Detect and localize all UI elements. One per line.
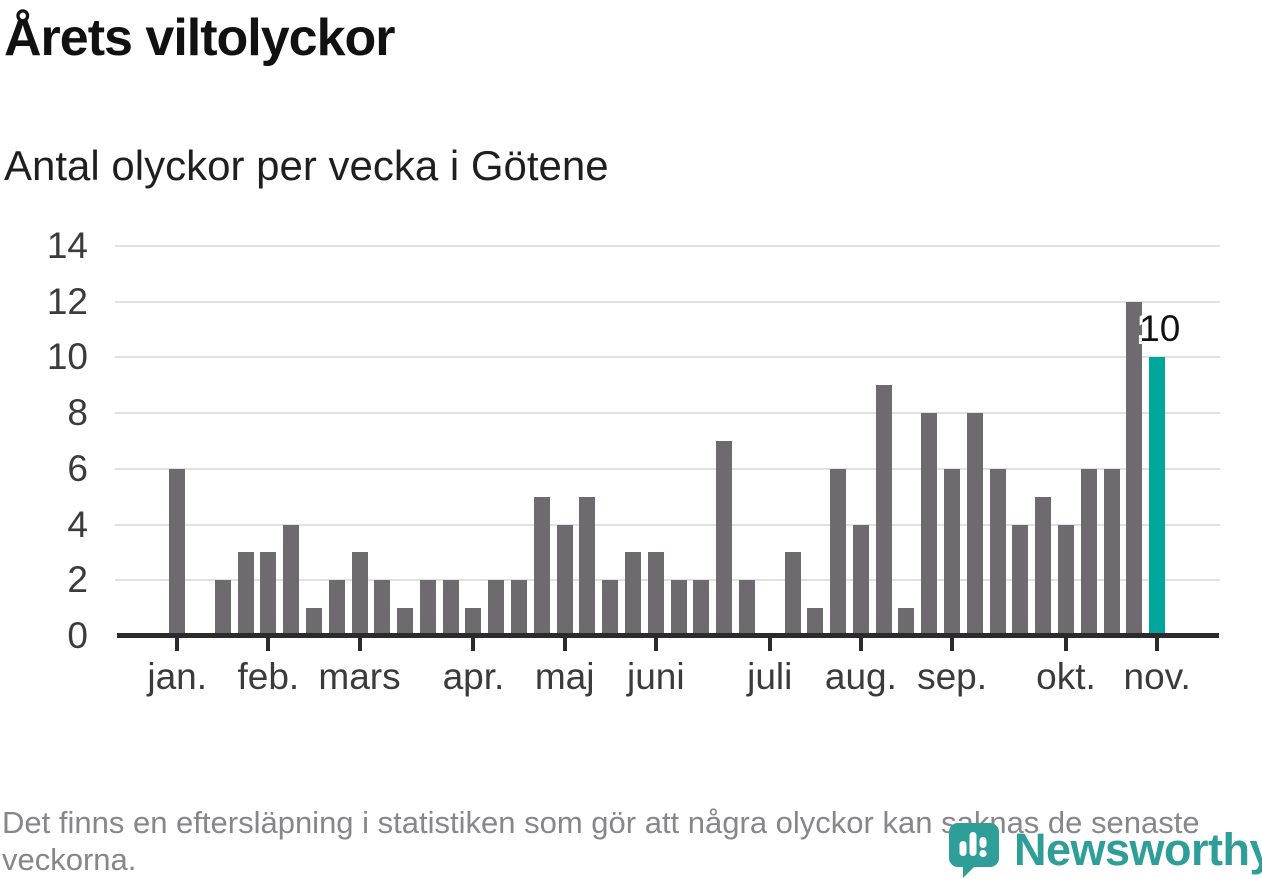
bar-week-39 xyxy=(1035,496,1052,636)
bar-week-29 xyxy=(807,608,824,636)
bar-week-15 xyxy=(488,580,505,636)
bar-week-32 xyxy=(875,385,892,636)
bar-week-26 xyxy=(738,580,755,636)
x-axis-month-label-jan: jan. xyxy=(147,656,208,697)
y-axis-label-2: 2 xyxy=(67,559,88,601)
x-axis-tick-nov xyxy=(1155,638,1160,651)
newsworthy-pin-barchart-icon xyxy=(949,823,999,878)
x-axis-tick-maj xyxy=(562,638,567,651)
x-axis-month-label-feb: feb. xyxy=(237,656,300,697)
bar-week-4 xyxy=(237,552,254,636)
x-axis-tick-apr xyxy=(471,638,476,651)
bar-week-31 xyxy=(852,524,869,636)
x-axis-month-label-aug: aug. xyxy=(824,656,897,697)
x-axis-tick-mars xyxy=(357,638,362,651)
bar-week-6 xyxy=(283,524,300,636)
x-axis-tick-juni xyxy=(653,638,658,651)
gridline-y4 xyxy=(115,523,1220,526)
gridline-y12 xyxy=(115,300,1220,303)
chart-plot: 0 2 4 6 8 10 12 14 jan. feb. mars apr. maj juni juli au… xyxy=(46,225,1220,697)
x-axis-month-label-sep: sep. xyxy=(917,656,988,697)
x-axis-tick-sep xyxy=(950,638,955,651)
page-title: Årets viltolyckor xyxy=(4,9,395,67)
bar-week-42 xyxy=(1103,468,1120,636)
bar-week-14 xyxy=(465,608,482,636)
gridline-y14 xyxy=(115,245,1220,247)
bar-week-43 xyxy=(1126,301,1143,636)
bar-week-17 xyxy=(533,496,550,636)
bar-week-19 xyxy=(579,496,596,636)
bar-week-1 xyxy=(169,468,186,636)
y-axis-label-6: 6 xyxy=(67,447,88,489)
chart-subtitle: Antal olyckor per vecka i Götene xyxy=(4,142,609,189)
footer-note: Det finns en eftersläpning i statistiken… xyxy=(2,805,1200,877)
bar-week-37 xyxy=(989,468,1006,636)
x-axis-tick-juli xyxy=(767,638,772,651)
bar-week-22 xyxy=(647,552,664,636)
y-axis-label-12: 12 xyxy=(46,280,88,322)
bar-week-9 xyxy=(351,552,368,636)
bar-week-34 xyxy=(921,413,938,636)
y-axis-label-4: 4 xyxy=(67,503,88,545)
x-axis-month-label-juni: juni xyxy=(626,656,685,697)
x-axis-tick-feb xyxy=(266,638,271,651)
bar-week-24 xyxy=(693,580,710,636)
bar-week-28 xyxy=(784,552,801,636)
x-axis-tick-aug xyxy=(858,638,863,651)
x-axis-line xyxy=(117,633,1219,638)
x-axis-month-label-juli: juli xyxy=(747,656,793,697)
gridline-y6 xyxy=(115,467,1220,470)
bar-week-35 xyxy=(944,468,961,636)
bar-value-annotation: 10 xyxy=(1139,308,1181,349)
bar-week-25 xyxy=(716,441,733,636)
gridline-y10 xyxy=(115,356,1220,359)
x-axis-tick-jan xyxy=(175,638,180,651)
bar-week-10 xyxy=(374,580,391,636)
x-axis-month-label-apr: apr. xyxy=(442,656,505,697)
x-axis-tick-okt xyxy=(1064,638,1068,651)
newsworthy-logo: Newsworthy xyxy=(948,822,1262,879)
bar-week-36 xyxy=(966,413,983,636)
bar-week-38 xyxy=(1012,524,1029,636)
bar-week-7 xyxy=(305,608,322,636)
y-axis-label-8: 8 xyxy=(67,392,88,434)
bar-week-23 xyxy=(670,580,687,636)
x-axis-month-label-maj: maj xyxy=(534,656,595,697)
bar-week-8 xyxy=(328,580,345,636)
bar-week-18 xyxy=(556,524,573,636)
bar-week-16 xyxy=(511,580,528,636)
bar-week-20 xyxy=(602,580,619,636)
bar-week-3 xyxy=(214,580,231,636)
bar-week-30 xyxy=(830,468,847,636)
x-axis-month-label-okt: okt. xyxy=(1036,656,1096,697)
newsworthy-logo-text: Newsworthy xyxy=(1014,824,1262,875)
x-axis-month-label-mars: mars xyxy=(318,656,401,697)
bar-week-33 xyxy=(898,608,915,636)
bar-week-5 xyxy=(260,552,277,636)
y-axis-label-14: 14 xyxy=(46,225,88,266)
bar-week-21 xyxy=(625,552,641,636)
y-axis-label-10: 10 xyxy=(46,336,88,378)
bar-week-12 xyxy=(419,580,436,636)
x-axis-month-label-nov: nov. xyxy=(1123,656,1191,697)
gridline-y8 xyxy=(115,412,1220,415)
bar-week-40 xyxy=(1058,524,1074,636)
bar-week-11 xyxy=(397,608,414,636)
bar-week-44-highlighted xyxy=(1149,357,1166,636)
bar-week-13 xyxy=(442,580,459,636)
gridline-y2 xyxy=(115,579,1220,582)
y-axis-label-0: 0 xyxy=(67,615,88,656)
bar-week-41 xyxy=(1080,468,1097,636)
